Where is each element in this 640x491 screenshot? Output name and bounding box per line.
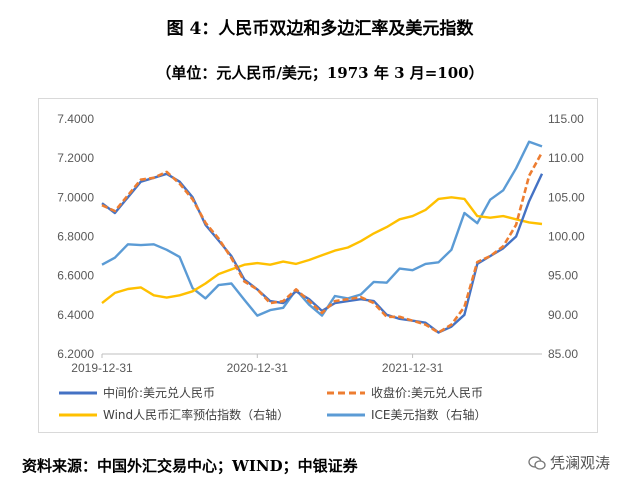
legend-label-3: ICE美元指数（右轴） — [371, 407, 487, 422]
legend-label-2: Wind人民币汇率预估指数（右轴） — [103, 407, 289, 422]
y-right-tick-label: 110.00 — [548, 151, 584, 165]
series-line-1 — [101, 151, 544, 334]
series-line-2 — [101, 196, 543, 305]
line-chart: 6.2000 6.4000 6.6000 6.8000 7.0000 7.2000 7.40… — [57, 112, 585, 422]
y-left-tick-label: 7.0000 — [57, 190, 94, 204]
y-right-tick-label: 105.00 — [548, 190, 585, 204]
watermark-text: 凭澜观涛 — [550, 454, 611, 472]
y-left-tick-label: 7.4000 — [57, 112, 94, 126]
x-tick-label: 2021-12-31 — [382, 361, 444, 375]
series-line-3 — [101, 140, 543, 317]
legend-label-1: 收盘价:美元兑人民币 — [371, 385, 483, 400]
y-right-tick-label: 85.00 — [548, 347, 578, 361]
chart-subtitle: （单位：元人民币/美元；1973 年 3 月=100） — [156, 64, 484, 82]
y-right-tick-label: 90.00 — [548, 308, 578, 322]
y-left-tick-label: 6.8000 — [57, 230, 94, 244]
y-right-tick-label: 100.00 — [548, 230, 585, 244]
wechat-icon — [528, 455, 546, 470]
chart-title: 图 4：人民币双边和多边汇率及美元指数 — [166, 19, 474, 39]
y-right-tick-label: 95.00 — [548, 269, 578, 283]
y-left-tick-label: 6.6000 — [57, 269, 94, 283]
series-line-0 — [101, 172, 544, 334]
chart-area: 6.2000 6.4000 6.6000 6.8000 7.0000 7.2000 7.40… — [38, 98, 598, 433]
watermark: 凭澜观涛 — [528, 452, 610, 473]
y-left-tick-label: 7.2000 — [57, 151, 94, 165]
legend-label-0: 中间价:美元兑人民币 — [103, 385, 215, 400]
source-note: 资料来源：中国外汇交易中心；WIND；中银证券 — [22, 457, 358, 475]
y-left-tick-label: 6.4000 — [57, 308, 94, 322]
y-left-tick-label: 6.2000 — [57, 347, 94, 361]
y-right-tick-label: 115.00 — [548, 112, 584, 126]
x-tick-label: 2019-12-31 — [71, 361, 133, 375]
x-tick-label: 2020-12-31 — [227, 361, 289, 375]
